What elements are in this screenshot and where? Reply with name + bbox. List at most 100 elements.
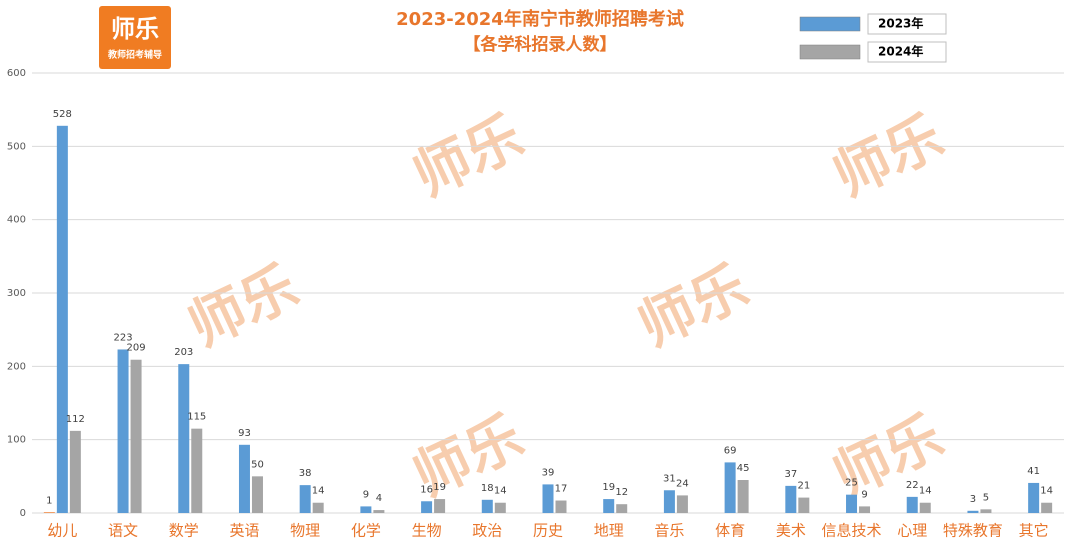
bar (251, 476, 263, 513)
value-label: 209 (127, 343, 146, 354)
value-label: 14 (312, 486, 325, 497)
value-label: 5 (983, 492, 989, 503)
chart-subtitle: 【各学科招录人数】 (464, 34, 617, 55)
bar (56, 125, 68, 514)
bar (494, 502, 506, 513)
value-label: 31 (663, 473, 676, 484)
legend-swatch (799, 16, 861, 32)
value-label: 69 (724, 445, 737, 456)
bar (542, 484, 554, 513)
x-tick-label: 幼儿 (47, 522, 77, 540)
bar (785, 485, 797, 513)
value-label: 9 (363, 489, 369, 500)
bar (117, 349, 129, 513)
value-label: 9 (861, 489, 867, 500)
bar (663, 490, 675, 513)
bar (1028, 482, 1040, 513)
x-tick-label: 历史 (533, 522, 563, 540)
bar (906, 496, 918, 513)
legend-label: 2024年 (878, 44, 923, 59)
x-tick-label: 生物 (412, 522, 442, 540)
y-tick-label: 400 (7, 215, 26, 226)
y-tick-label: 500 (7, 141, 26, 152)
value-label: 112 (66, 414, 85, 425)
y-tick-label: 100 (7, 435, 26, 446)
value-label: 41 (1027, 466, 1040, 477)
watermark: 师乐 (824, 104, 953, 210)
bar (178, 364, 190, 513)
x-tick-label: 政治 (472, 522, 502, 540)
y-tick-label: 200 (7, 361, 26, 372)
logo: 师乐 教师招考辅导 (99, 6, 171, 69)
value-label: 1 (46, 495, 52, 506)
bar (616, 504, 628, 513)
bar (980, 509, 992, 513)
bar (859, 506, 871, 513)
x-tick-label: 信息技术 (822, 522, 882, 540)
bar (130, 359, 142, 513)
y-tick-label: 0 (20, 508, 26, 519)
watermark: 师乐 (404, 104, 533, 210)
value-label: 528 (53, 109, 72, 120)
value-label: 4 (376, 493, 382, 504)
y-tick-label: 600 (7, 68, 26, 79)
x-tick-label: 地理 (594, 522, 624, 540)
value-label: 12 (615, 487, 628, 498)
legend-label: 2023年 (878, 16, 923, 31)
x-tick-label: 特殊教育 (943, 522, 1003, 540)
x-tick-label: 化学 (351, 522, 381, 540)
watermark: 师乐 (824, 404, 953, 510)
value-label: 24 (676, 478, 689, 489)
bar (676, 495, 688, 513)
logo-box (99, 6, 171, 69)
bar (373, 510, 385, 513)
x-tick-label: 心理 (897, 522, 927, 540)
legend-box (867, 13, 947, 35)
bar (191, 428, 203, 513)
watermark: 师乐 (179, 254, 308, 360)
bar (69, 430, 81, 513)
value-label: 25 (845, 478, 858, 489)
bar (312, 502, 324, 513)
value-label: 16 (420, 484, 433, 495)
bar (1041, 502, 1053, 513)
bar (603, 499, 615, 513)
x-tick-label: 音乐 (654, 522, 684, 540)
value-label: 45 (737, 463, 750, 474)
bar (360, 506, 372, 513)
bar (737, 480, 749, 513)
value-label: 223 (114, 332, 133, 343)
bar (846, 494, 858, 513)
value-label: 19 (602, 482, 615, 493)
bar (238, 444, 250, 513)
bar (555, 500, 567, 513)
value-label: 38 (299, 468, 312, 479)
bar (421, 501, 433, 513)
value-label: 50 (251, 459, 264, 470)
watermark: 师乐 (629, 254, 758, 360)
x-tick-label: 语文 (108, 522, 138, 540)
bar (299, 485, 311, 513)
legend-swatch (799, 44, 861, 60)
bar (43, 512, 55, 513)
value-label: 19 (433, 482, 446, 493)
value-label: 22 (906, 480, 919, 491)
value-label: 14 (494, 486, 507, 497)
x-tick-label: 美术 (776, 522, 806, 540)
value-label: 37 (784, 469, 797, 480)
bar (967, 510, 979, 513)
bar (798, 497, 810, 513)
legend-box (867, 41, 947, 63)
value-label: 14 (1040, 486, 1053, 497)
chart-title: 2023-2024年南宁市教师招聘考试 (396, 8, 684, 30)
value-label: 39 (542, 467, 555, 478)
x-tick-label: 英语 (229, 522, 259, 540)
value-label: 21 (797, 481, 810, 492)
logo-title: 师乐 (111, 15, 159, 43)
value-label: 115 (187, 412, 206, 423)
value-label: 14 (919, 486, 932, 497)
y-tick-label: 300 (7, 288, 26, 299)
value-label: 203 (174, 347, 193, 358)
